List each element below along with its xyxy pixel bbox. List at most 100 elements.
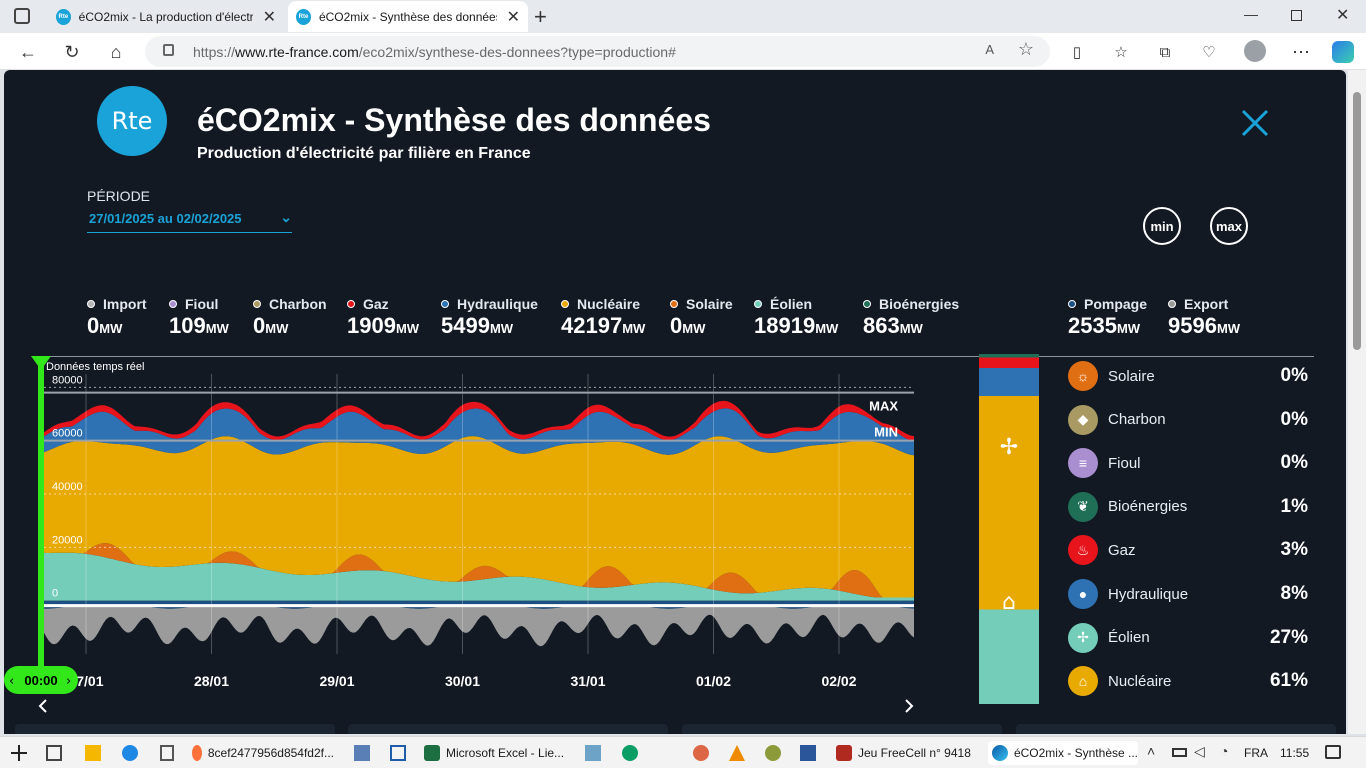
favorites-icon[interactable]: ☆ bbox=[1114, 44, 1128, 61]
read-aloud-icon[interactable]: A bbox=[985, 42, 994, 57]
legend-percent: 0% bbox=[1280, 452, 1308, 474]
back-icon[interactable]: ← bbox=[19, 41, 37, 62]
taskbar-app-active[interactable]: éCO2mix - Synthèse ... bbox=[988, 741, 1138, 765]
stat-unit: MW bbox=[1116, 321, 1141, 336]
legend-dot-icon bbox=[863, 300, 871, 308]
more-menu-icon[interactable]: ⋯ bbox=[1292, 41, 1310, 62]
legend-dot-icon bbox=[1068, 300, 1076, 308]
network-icon[interactable]: ◔ bbox=[1220, 743, 1229, 759]
period-select[interactable]: 27/01/2025 au 02/02/2025 ⌄ bbox=[87, 209, 292, 233]
stat-charbon[interactable]: Charbon 0MW bbox=[253, 296, 327, 339]
chevron-right-icon[interactable] bbox=[905, 699, 914, 713]
copilot-icon[interactable] bbox=[1332, 41, 1354, 63]
legend-dot-icon bbox=[441, 300, 449, 308]
windows-start-icon[interactable] bbox=[11, 745, 27, 761]
app-icon[interactable] bbox=[693, 745, 709, 761]
stat-number: 18919 bbox=[754, 313, 816, 338]
app-icon[interactable] bbox=[729, 745, 745, 761]
taskbar-app[interactable]: 8cef2477956d854fd2f... bbox=[192, 741, 334, 765]
max-button[interactable]: max bbox=[1210, 207, 1248, 245]
legend-item-bioenergies[interactable]: ❦ Bioénergies 1% bbox=[1068, 487, 1308, 527]
stat-label: Nucléaire bbox=[561, 296, 645, 312]
taskbar-app[interactable]: Jeu FreeCell n° 9418 bbox=[836, 741, 981, 765]
profile-avatar[interactable] bbox=[1244, 40, 1266, 62]
y-tick-label: 0 bbox=[52, 588, 58, 600]
legend-item-eolien[interactable]: ✢ Éolien 27% bbox=[1068, 618, 1308, 658]
app-icon[interactable] bbox=[390, 745, 406, 761]
bottom-card bbox=[1016, 724, 1336, 734]
battery-icon[interactable] bbox=[1172, 748, 1187, 757]
stat-unit: MW bbox=[265, 321, 289, 336]
legend-item-nucleaire[interactable]: ⌂ Nucléaire 61% bbox=[1068, 661, 1308, 701]
chevron-right-icon: › bbox=[66, 674, 71, 689]
legend-item-hydraulique[interactable]: ● Hydraulique 8% bbox=[1068, 574, 1308, 614]
close-tab-icon[interactable]: ✕ bbox=[506, 8, 520, 26]
favorite-star-icon[interactable]: ☆ bbox=[1017, 39, 1034, 59]
stat-number: 1909 bbox=[347, 313, 396, 338]
stat-name: Gaz bbox=[363, 296, 389, 312]
stat-import[interactable]: Import 0MW bbox=[87, 296, 147, 339]
notification-icon[interactable] bbox=[1325, 745, 1341, 759]
app-icon[interactable] bbox=[122, 745, 138, 761]
refresh-icon[interactable]: ↻ bbox=[64, 41, 80, 62]
stat-solaire[interactable]: Solaire 0MW bbox=[670, 296, 733, 339]
stat-gaz[interactable]: Gaz 1909MW bbox=[347, 296, 419, 339]
page-scrollbar[interactable] bbox=[1348, 70, 1366, 734]
stat-eolien[interactable]: Éolien 18919MW bbox=[754, 296, 838, 339]
series-nucleaire bbox=[44, 436, 914, 598]
chevron-left-icon[interactable] bbox=[38, 699, 47, 713]
close-window-icon[interactable]: ✕ bbox=[1336, 7, 1350, 24]
language-indicator[interactable]: FRA bbox=[1244, 746, 1268, 760]
close-icon[interactable] bbox=[1240, 108, 1270, 138]
taskbar-app[interactable]: Microsoft Excel - Lie... bbox=[424, 741, 570, 765]
legend-item-charbon[interactable]: ◆ Charbon 0% bbox=[1068, 400, 1308, 440]
browser-essentials-icon[interactable]: ♡ bbox=[1202, 44, 1216, 61]
stat-fioul[interactable]: Fioul 109MW bbox=[169, 296, 229, 339]
scrollbar-thumb[interactable] bbox=[1353, 92, 1361, 350]
app-icon[interactable] bbox=[765, 745, 781, 761]
stat-bioenergies[interactable]: Bioénergies 863MW bbox=[863, 296, 959, 339]
split-screen-icon[interactable]: ▯ bbox=[1072, 44, 1082, 61]
new-tab-icon[interactable]: + bbox=[534, 4, 547, 29]
stat-number: 2535 bbox=[1068, 313, 1117, 338]
restore-icon[interactable] bbox=[1291, 10, 1302, 21]
app-icon[interactable] bbox=[160, 745, 174, 761]
task-view-icon[interactable] bbox=[46, 745, 62, 761]
minimize-icon[interactable]: — bbox=[1244, 6, 1258, 22]
app-icon[interactable] bbox=[585, 745, 601, 761]
rte-logo: Rte bbox=[97, 86, 167, 156]
stat-nucleaire[interactable]: Nucléaire 42197MW bbox=[561, 296, 645, 339]
stat-unit: MW bbox=[682, 321, 706, 336]
close-tab-icon[interactable]: ✕ bbox=[262, 8, 276, 26]
app-icon[interactable] bbox=[85, 745, 101, 761]
sun-icon: ☼ bbox=[1068, 361, 1098, 391]
stat-pompage[interactable]: Pompage 2535MW bbox=[1068, 296, 1147, 339]
speaker-icon[interactable]: ◁ bbox=[1194, 743, 1205, 759]
url-field[interactable]: https://www.rte-france.com/eco2mix/synth… bbox=[145, 36, 1050, 67]
clock[interactable]: 11:55 bbox=[1280, 746, 1310, 760]
min-button[interactable]: min bbox=[1143, 207, 1181, 245]
legend-item-fioul[interactable]: ≡ Fioul 0% bbox=[1068, 443, 1308, 483]
browser-tab-active[interactable]: Rte éCO2mix - Synthèse des données ✕ bbox=[288, 1, 528, 32]
app-icon[interactable] bbox=[622, 745, 638, 761]
legend-item-solaire[interactable]: ☼ Solaire 0% bbox=[1068, 356, 1308, 396]
stat-unit: MW bbox=[899, 321, 923, 336]
app-icon[interactable] bbox=[354, 745, 370, 761]
stat-hydraulique[interactable]: Hydraulique 5499MW bbox=[441, 296, 538, 339]
legend-item-gaz[interactable]: ♨ Gaz 3% bbox=[1068, 530, 1308, 570]
stat-export[interactable]: Export 9596MW bbox=[1168, 296, 1240, 339]
chevron-up-icon[interactable]: ˄ bbox=[1147, 743, 1156, 759]
time-cursor-pill[interactable] bbox=[4, 666, 78, 694]
nuclear-plant-icon: ⌂ bbox=[1002, 590, 1016, 615]
app-icon[interactable] bbox=[800, 745, 816, 761]
collections-icon[interactable]: ⧉ bbox=[1159, 43, 1171, 61]
bar-segment-eolien bbox=[979, 609, 1039, 704]
y-tick-label: 80000 bbox=[52, 374, 83, 386]
coal-icon: ◆ bbox=[1068, 404, 1098, 435]
browser-tab[interactable]: Rte éCO2mix - La production d'électricit… bbox=[48, 1, 284, 32]
bar-segment-hydraulique bbox=[979, 368, 1039, 396]
tab-actions-icon[interactable] bbox=[14, 8, 30, 24]
home-icon[interactable]: ⌂ bbox=[110, 41, 122, 62]
firefox-icon bbox=[192, 745, 202, 761]
